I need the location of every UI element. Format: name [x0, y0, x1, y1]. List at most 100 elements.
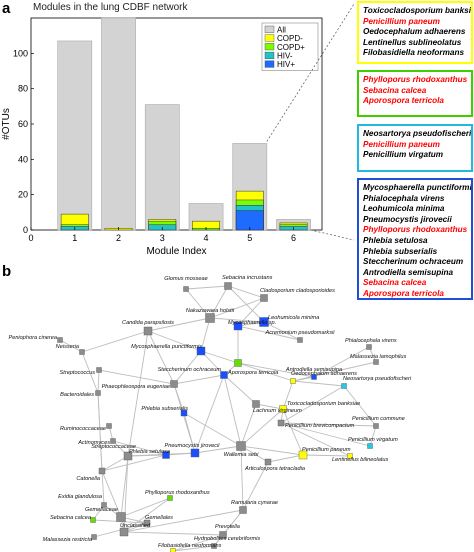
- network-edge: [263, 321, 301, 341]
- node-label: Ramularia cynarae: [231, 500, 278, 506]
- x-tick-label: 4: [204, 233, 209, 243]
- network-node: [57, 337, 63, 343]
- network-node: [347, 453, 353, 459]
- node-label: Prevotella: [215, 524, 240, 530]
- network-node: [95, 390, 101, 396]
- network-edge: [185, 288, 211, 319]
- panel-a-letter: a: [2, 0, 11, 17]
- network-edge: [343, 385, 377, 427]
- network-edge: [280, 422, 377, 427]
- network-node: [183, 286, 189, 292]
- legend-swatch: [264, 43, 275, 51]
- node-label: Gemellales: [145, 515, 173, 521]
- network-edge: [123, 497, 171, 533]
- network-node: [290, 378, 296, 384]
- network-edge: [127, 454, 167, 457]
- node-label: Sebacina incrustans: [222, 275, 273, 281]
- network-node: [101, 502, 107, 508]
- node-label: Penicillium virgatum: [348, 437, 398, 443]
- node-label: Neosartorya pseudofischeri: [343, 376, 412, 382]
- network-node: [116, 512, 126, 522]
- node-label: Hydnobolites cerebriformis: [194, 536, 260, 542]
- node-label: Bacteroidales: [60, 392, 94, 398]
- species-box-4: Mycosphaerella punctiformis Phialocephala…: [357, 178, 473, 300]
- species-name: Toxicocladosporium banksiae: [363, 6, 473, 15]
- network-node: [224, 282, 232, 290]
- network-edge: [97, 369, 100, 394]
- species-name: Phialocephala virens: [363, 193, 445, 203]
- network-edge: [183, 412, 196, 454]
- x-tick-label: 2: [116, 233, 121, 243]
- network-edge: [123, 531, 224, 536]
- network-edge: [223, 374, 242, 447]
- node-label: Acremonium pseudomarksii: [264, 330, 335, 336]
- network-node: [233, 321, 243, 331]
- network-node: [205, 313, 215, 323]
- network-node: [277, 419, 285, 427]
- species-box-3: Neosartorya pseudofischeri Penicillium pa…: [357, 124, 473, 172]
- node-label: Peniophora cinerea: [8, 335, 57, 341]
- node-label: Catonella: [76, 476, 100, 482]
- network-edge: [209, 297, 265, 319]
- species-name: Penicillium paneum: [363, 16, 440, 26]
- network-edge: [227, 285, 265, 323]
- x-axis-label: Module Index: [146, 246, 206, 257]
- node-label: Penicillium brevicompactum: [285, 423, 355, 429]
- network-labels: Sebacina incrustans Glomus mosseae Cladosp…: [8, 275, 411, 549]
- network-node: [98, 467, 106, 475]
- network-node: [219, 531, 227, 539]
- network-edge: [237, 325, 301, 341]
- legend-swatch: [264, 51, 275, 59]
- bar-all-module-2: [101, 17, 136, 231]
- network-node: [170, 548, 176, 552]
- species-name: Lentinellus sublineolatus: [363, 37, 462, 47]
- network-edge: [81, 351, 99, 394]
- network-node: [297, 337, 303, 343]
- network-edge: [120, 455, 129, 518]
- network-node: [162, 451, 170, 459]
- network-edge: [302, 454, 351, 457]
- species-name: Leohumicola minima: [363, 204, 445, 214]
- network-edge: [255, 403, 284, 410]
- chart-title: Modules in the lung CDBF network: [33, 2, 189, 13]
- network-node: [264, 458, 272, 466]
- y-tick-label: 100: [13, 48, 28, 58]
- bar-all-module-1: [57, 40, 93, 231]
- y-tick-label: 80: [18, 84, 28, 94]
- x-tick-label: 6: [291, 233, 296, 243]
- network-edge: [112, 440, 167, 456]
- network-node: [170, 380, 178, 388]
- network-edge: [242, 461, 269, 511]
- node-label: Articulospora tetracladia: [244, 466, 305, 472]
- network-edge: [172, 534, 224, 552]
- legend-label: COPD-: [277, 34, 303, 43]
- network-node: [119, 527, 129, 537]
- network-nodes: [57, 282, 379, 552]
- network-node: [90, 517, 96, 523]
- species-name: Sebacina calcea: [363, 85, 427, 95]
- node-label: Candida parapsilosis: [122, 320, 174, 326]
- network-node: [143, 519, 151, 527]
- network-node: [96, 367, 102, 373]
- network-edge: [292, 361, 377, 382]
- node-label: Oedocephalum adhaerens: [291, 371, 357, 377]
- node-label: Nakazawaea holstii: [186, 308, 235, 314]
- node-label: Aporospora terricola: [227, 370, 278, 376]
- node-label: Wallemia sebi: [224, 452, 259, 458]
- species-name: Penicillium virgatum: [363, 150, 444, 160]
- x-tick-label: 1: [72, 233, 77, 243]
- network-node: [196, 346, 206, 356]
- network-node: [259, 317, 269, 327]
- network-edge: [147, 330, 175, 385]
- y-tick-label: 0: [23, 225, 28, 235]
- network-edge: [313, 346, 370, 378]
- network-edge: [292, 380, 345, 387]
- network-edge: [240, 445, 304, 456]
- network-edge: [101, 455, 129, 472]
- network-node: [366, 344, 372, 350]
- network-edge: [237, 297, 265, 327]
- network-node: [367, 443, 373, 449]
- network-edge: [101, 470, 122, 518]
- network-node: [167, 495, 173, 501]
